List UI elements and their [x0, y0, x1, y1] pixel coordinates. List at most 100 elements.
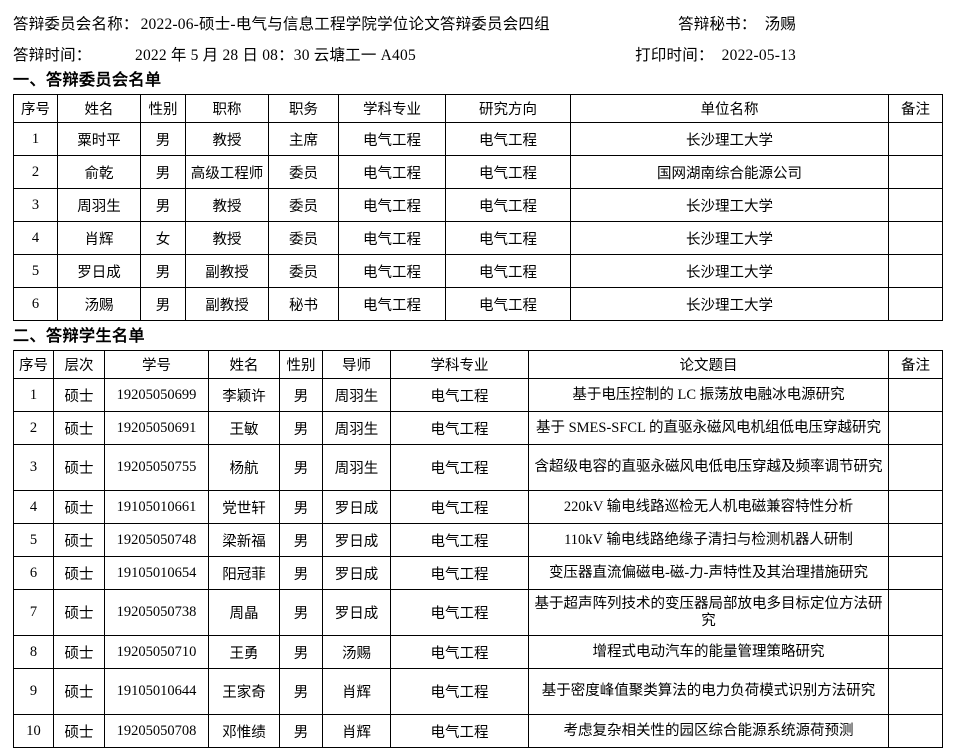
table-row: 5 罗日成男副教授 委员 电气工程 电气工程 长沙理工大学: [13, 254, 943, 288]
cell-name: 周晶: [208, 589, 280, 636]
table-row: 3 周羽生男教授 委员 电气工程 电气工程 长沙理工大学: [13, 188, 943, 222]
col-header-sid: 学号: [104, 350, 209, 379]
cell-major: 电气工程: [390, 589, 529, 636]
secretary-group: 答辩秘书： 汤赐: [678, 9, 942, 40]
cell-student-id: 19105010661: [104, 490, 209, 524]
cell-thesis-title: 220kV 输电线路巡检无人机电磁兼容特性分析: [528, 490, 889, 524]
cell-gender: 男: [140, 122, 186, 156]
cell-level: 硕士: [53, 378, 105, 412]
cell-major: 电气工程: [390, 668, 529, 715]
cell-major: 电气工程: [390, 635, 529, 669]
cell-advisor: 肖辉: [322, 714, 391, 748]
cell-gender: 男: [140, 155, 186, 189]
cell-duty: 委员: [268, 155, 339, 189]
cell-name: 肖辉: [57, 221, 141, 255]
table-row: 2 硕士 19205050691 王敏男周羽生 电气工程 基于 SMES-SFCL 的直驱…: [13, 411, 943, 445]
cell-gender: 男: [279, 378, 323, 412]
cell-seq: 1: [13, 378, 54, 412]
section-1-title: 一、答辩委员会名单: [13, 72, 162, 89]
student-table-header-row: 序号 层次 学号 姓名 性别 导师 学科专业 论文题目 备注: [13, 350, 943, 379]
cell-student-id: 19205050755: [104, 444, 209, 491]
cell-gender: 男: [279, 556, 323, 590]
cell-major: 电气工程: [338, 122, 446, 156]
cell-advisor: 罗日成: [322, 523, 391, 557]
cell-name: 王敏: [208, 411, 280, 445]
cell-thesis-title: 基于 SMES-SFCL 的直驱永磁风电机组低电压穿越研究: [528, 411, 889, 445]
cell-advisor: 周羽生: [322, 411, 391, 445]
cell-thesis-title: 考虑复杂相关性的园区综合能源系统源荷预测: [528, 714, 889, 748]
cell-level: 硕士: [53, 523, 105, 557]
cell-name: 阳冠菲: [208, 556, 280, 590]
committee-table: 序号 姓名 性别 职称 职务 学科专业 研究方向 单位名称 备注 1 粟时平男教授…: [13, 94, 943, 321]
cell-student-id: 19205050691: [104, 411, 209, 445]
cell-name: 俞乾: [57, 155, 141, 189]
cell-remark: [888, 122, 943, 156]
col-header-field: 研究方向: [445, 94, 571, 123]
cell-unit: 长沙理工大学: [570, 122, 889, 156]
cell-name: 汤赐: [57, 287, 141, 321]
cell-duty: 委员: [268, 254, 339, 288]
cell-student-id: 19105010644: [104, 668, 209, 715]
cell-remark: [888, 714, 943, 748]
cell-advisor: 周羽生: [322, 378, 391, 412]
cell-student-id: 19205050710: [104, 635, 209, 669]
col-header-seq: 序号: [13, 94, 58, 123]
cell-name: 杨航: [208, 444, 280, 491]
header-row-2: 答辩时间： 2022 年 5 月 28 日 08：30 云塘工一 A405 打印…: [13, 40, 942, 71]
table-row: 10 硕士 19205050708 邓惟绩男肖辉 电气工程 考虑复杂相关性的园区综合能源系…: [13, 714, 943, 748]
defense-time-label: 答辩时间：: [13, 47, 92, 64]
cell-major: 电气工程: [390, 523, 529, 557]
cell-advisor: 罗日成: [322, 556, 391, 590]
cell-gender: 男: [279, 444, 323, 491]
cell-gender: 男: [279, 490, 323, 524]
cell-unit: 长沙理工大学: [570, 287, 889, 321]
cell-advisor: 汤赐: [322, 635, 391, 669]
cell-seq: 8: [13, 635, 54, 669]
cell-name: 梁新福: [208, 523, 280, 557]
committee-name-label: 答辩委员会名称：: [13, 16, 139, 33]
print-time-value: 2022-05-13: [721, 47, 796, 64]
cell-name: 李颖许: [208, 378, 280, 412]
cell-seq: 9: [13, 668, 54, 715]
cell-gender: 男: [279, 714, 323, 748]
cell-major: 电气工程: [338, 155, 446, 189]
cell-seq: 2: [13, 155, 58, 189]
table-row: 2 俞乾男高级工程师 委员 电气工程 电气工程 国网湖南综合能源公司: [13, 155, 943, 189]
cell-major: 电气工程: [390, 714, 529, 748]
student-table: 序号 层次 学号 姓名 性别 导师 学科专业 论文题目 备注 1 硕士 192050…: [13, 350, 943, 748]
table-row: 4 肖辉女教授 委员 电气工程 电气工程 长沙理工大学: [13, 221, 943, 255]
cell-major: 电气工程: [338, 254, 446, 288]
cell-major: 电气工程: [338, 221, 446, 255]
cell-remark: [888, 287, 943, 321]
cell-unit: 长沙理工大学: [570, 221, 889, 255]
cell-level: 硕士: [53, 490, 105, 524]
cell-major: 电气工程: [390, 490, 529, 524]
cell-field: 电气工程: [445, 254, 571, 288]
cell-remark: [888, 490, 943, 524]
col-header-level: 层次: [53, 350, 105, 379]
col-header-seq: 序号: [13, 350, 54, 379]
cell-seq: 10: [13, 714, 54, 748]
cell-major: 电气工程: [390, 378, 529, 412]
cell-field: 电气工程: [445, 155, 571, 189]
table-row: 1 粟时平男教授 主席 电气工程 电气工程 长沙理工大学: [13, 122, 943, 156]
cell-field: 电气工程: [445, 122, 571, 156]
col-header-name: 姓名: [57, 94, 141, 123]
cell-student-id: 19205050748: [104, 523, 209, 557]
cell-title: 副教授: [185, 287, 269, 321]
cell-seq: 4: [13, 490, 54, 524]
defense-time-group: 答辩时间： 2022 年 5 月 28 日 08：30 云塘工一 A405: [13, 40, 416, 71]
section-2-title: 二、答辩学生名单: [13, 328, 146, 345]
document-page: 答辩委员会名称： 2022-06-硕士-电气与信息工程学院学位论文答辩委员会四组…: [13, 9, 943, 748]
committee-table-body: 1 粟时平男教授 主席 电气工程 电气工程 长沙理工大学 2 俞乾男高级工程师 委员 电气工程 电气…: [13, 122, 943, 321]
cell-student-id: 19205050699: [104, 378, 209, 412]
cell-advisor: 罗日成: [322, 589, 391, 636]
committee-name-group: 答辩委员会名称： 2022-06-硕士-电气与信息工程学院学位论文答辩委员会四组: [13, 9, 550, 40]
col-header-gender: 性别: [279, 350, 323, 379]
cell-seq: 6: [13, 287, 58, 321]
cell-name: 罗日成: [57, 254, 141, 288]
col-header-remark: 备注: [888, 94, 943, 123]
cell-field: 电气工程: [445, 188, 571, 222]
cell-level: 硕士: [53, 444, 105, 491]
cell-major: 电气工程: [338, 188, 446, 222]
